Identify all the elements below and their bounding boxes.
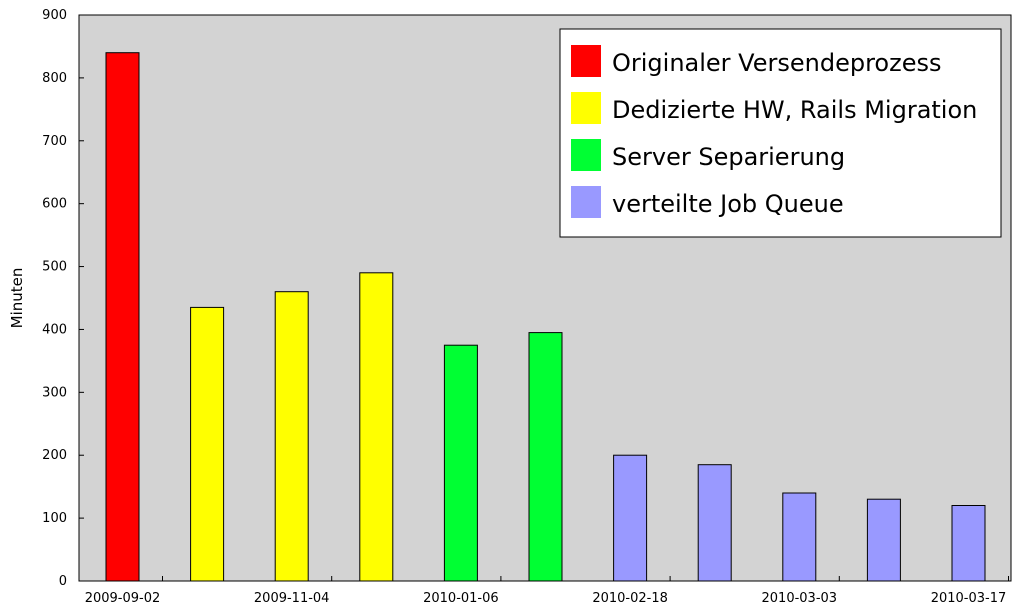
legend: Originaler Versendeprozess Dedizierte HW,…: [560, 29, 1001, 237]
y-tick-label: 200: [42, 448, 67, 463]
bar-4-4: [867, 499, 900, 581]
legend-label: Dedizierte HW, Rails Migration: [612, 96, 977, 124]
bar-4-1: [614, 455, 647, 581]
bar-1-1: [106, 53, 139, 581]
legend-swatch: [571, 92, 601, 124]
y-tick-label: 0: [59, 574, 67, 589]
y-tick-label: 700: [42, 134, 67, 149]
x-tick-label: 2009-09-02: [85, 591, 161, 606]
bar-4-3: [783, 493, 816, 581]
x-tick-label: 2010-01-06: [423, 591, 499, 606]
legend-label: verteilte Job Queue: [612, 190, 844, 218]
y-tick-label: 800: [42, 71, 67, 86]
legend-label: Server Separierung: [612, 143, 845, 171]
bar-2-3: [360, 273, 393, 581]
bar-3-1: [444, 345, 477, 581]
x-tick-label: 2009-11-04: [254, 591, 330, 606]
y-tick-label: 100: [42, 511, 67, 526]
x-tick-label: 2010-03-03: [762, 591, 838, 606]
legend-swatch: [571, 139, 601, 171]
bar-3-2: [529, 333, 562, 581]
y-axis: 0 100 200 300 400 500 600 700 800 900: [42, 8, 84, 589]
legend-swatch: [571, 186, 601, 218]
y-tick-label: 900: [42, 8, 67, 23]
y-tick-label: 400: [42, 322, 67, 337]
bar-2-1: [191, 307, 224, 581]
y-tick-label: 300: [42, 385, 67, 400]
bar-4-2: [698, 465, 731, 581]
x-tick-label: 2010-02-18: [592, 591, 668, 606]
legend-label: Originaler Versendeprozess: [612, 49, 941, 77]
bar-2-2: [275, 292, 308, 581]
x-tick-label: 2010-03-17: [931, 591, 1007, 606]
y-axis-title: Minuten: [8, 268, 26, 329]
legend-swatch: [571, 45, 601, 77]
bar-4-5: [952, 506, 985, 582]
y-tick-label: 600: [42, 197, 67, 212]
y-tick-label: 500: [42, 260, 67, 275]
